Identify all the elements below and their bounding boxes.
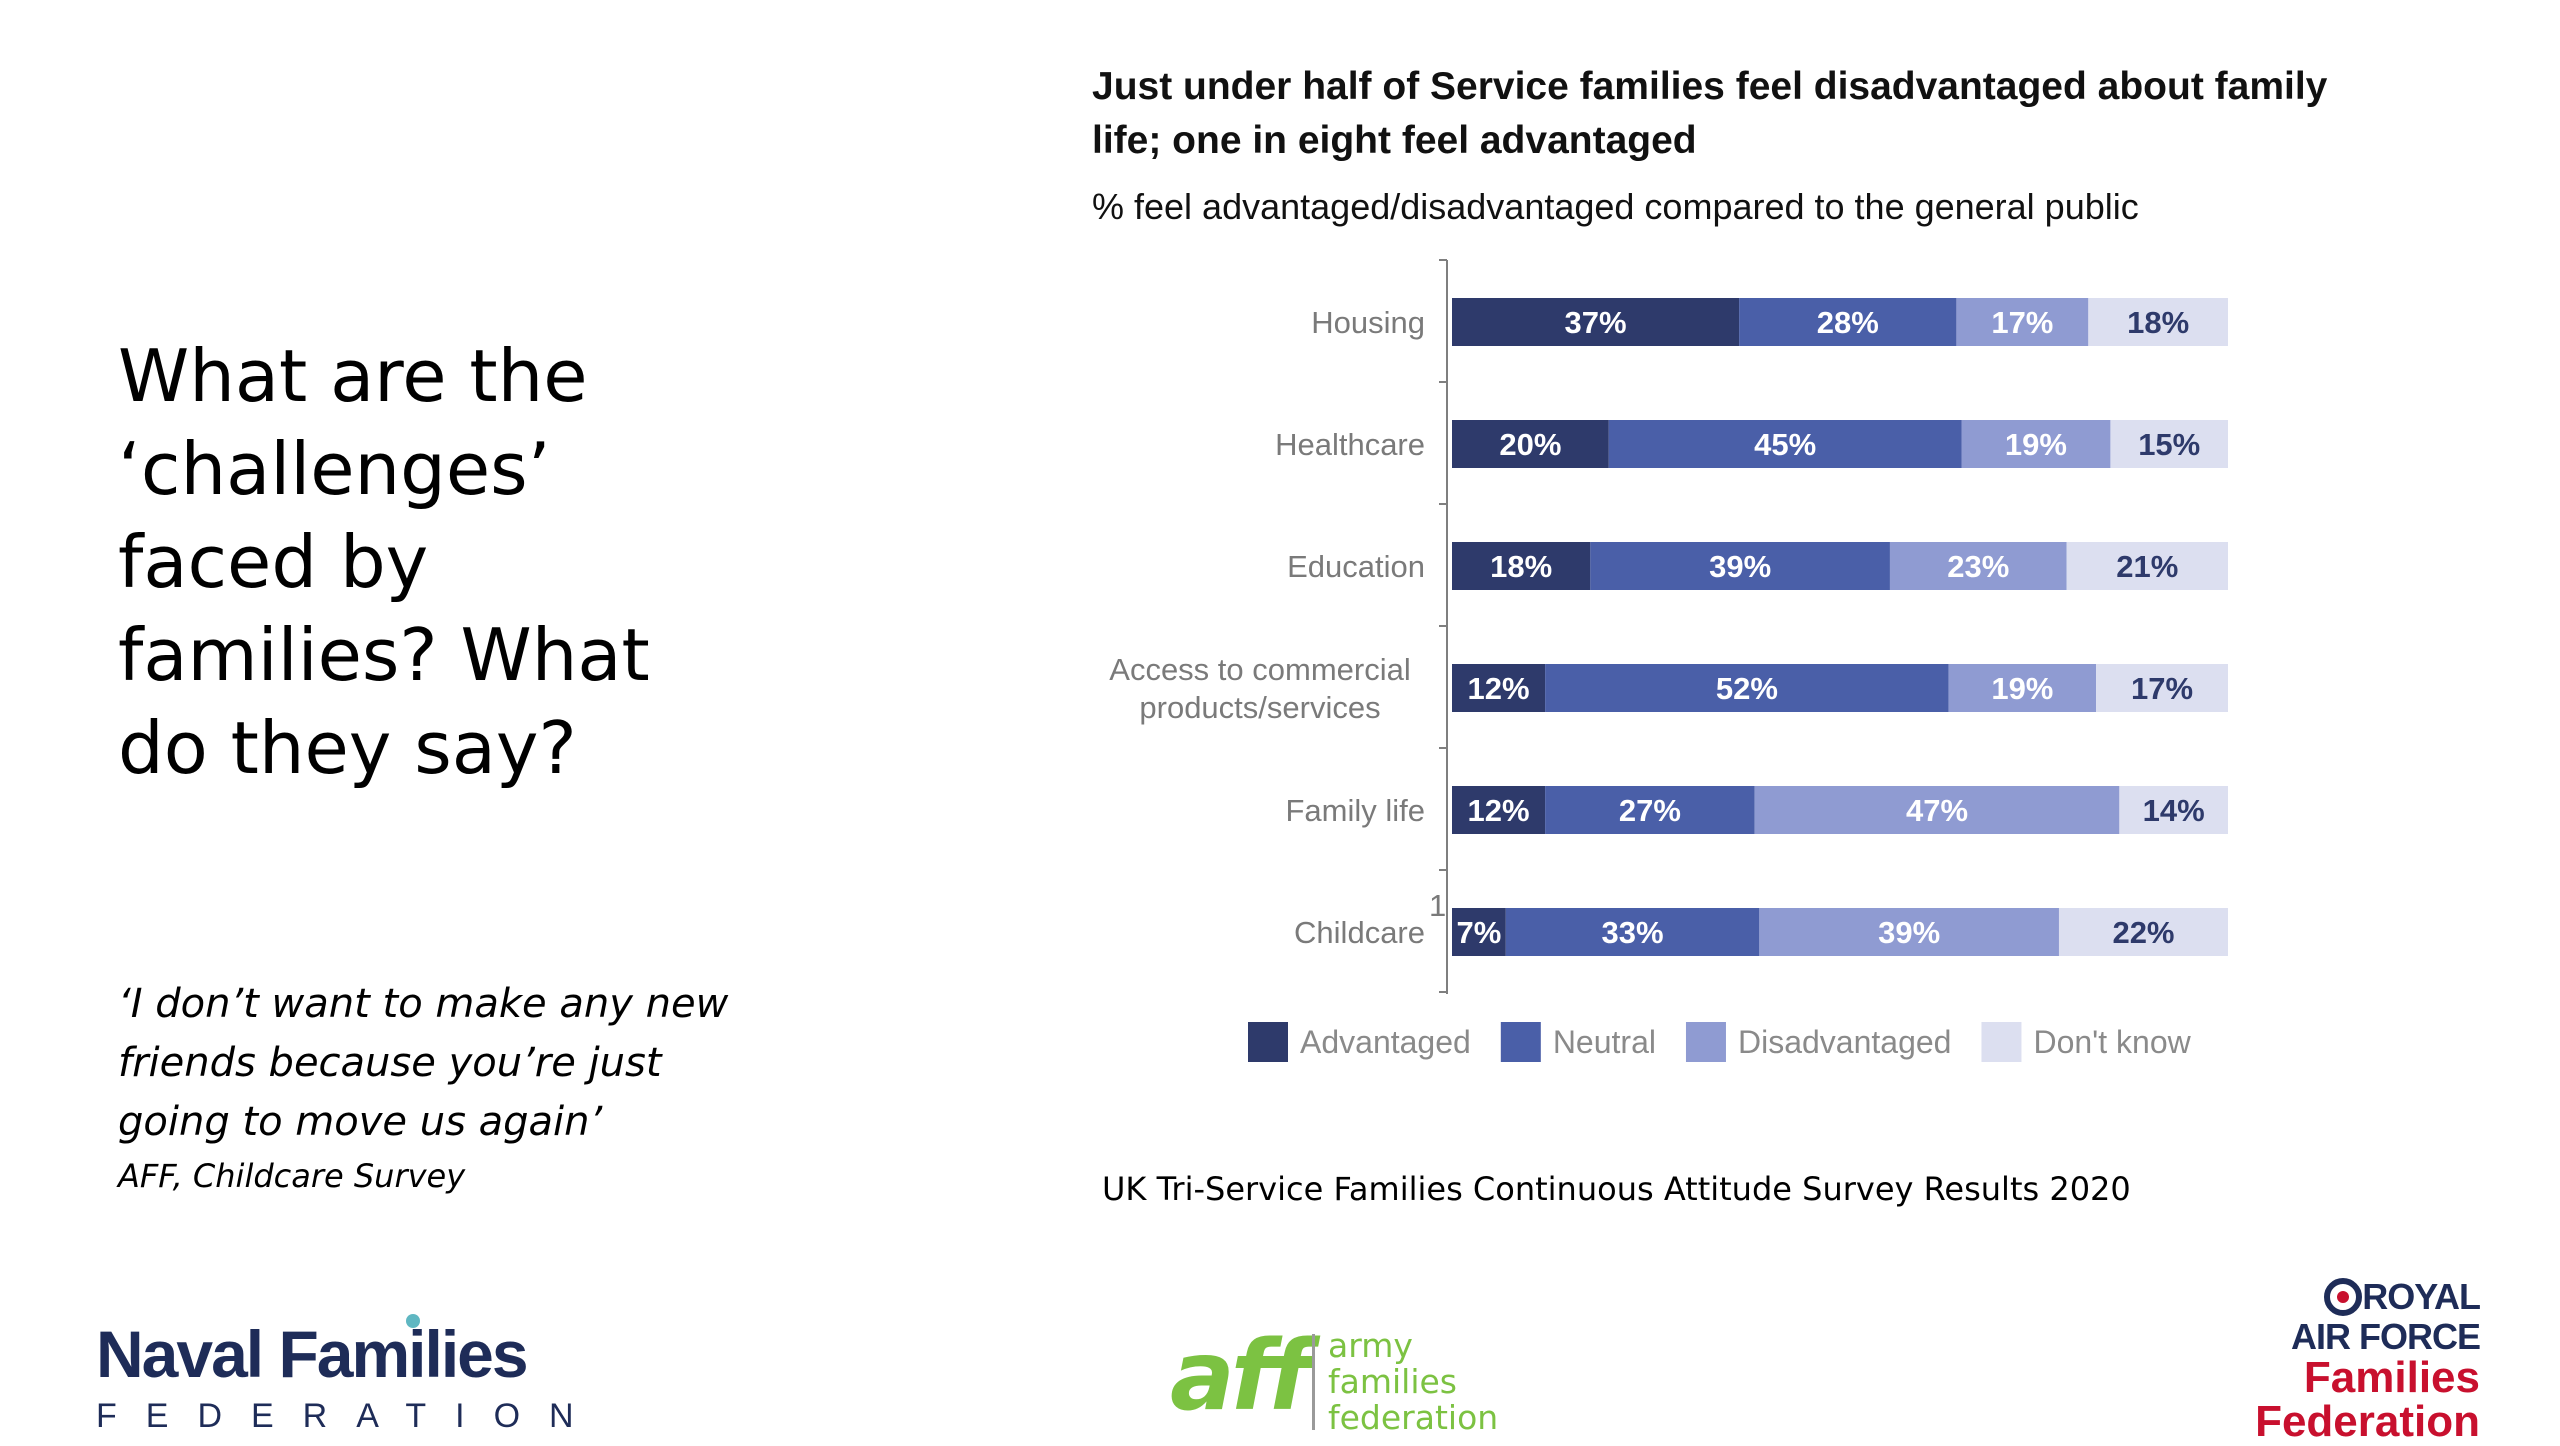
raf-logo-federation: Federation <box>2255 1397 2480 1446</box>
raf-families-federation-logo: ROYAL AIR FORCE Families Federation <box>2240 1272 2481 1446</box>
naval-logo-main: Naval Families <box>96 1317 529 1391</box>
bar-segment <box>1452 420 1609 468</box>
data-label: 20% <box>1499 427 1561 462</box>
aff-logo-line: families <box>1328 1362 1457 1401</box>
bar-segment <box>2119 786 2228 834</box>
source-caption: UK Tri-Service Families Continuous Attit… <box>1102 1170 2131 1208</box>
aff-logo-divider <box>1312 1334 1315 1430</box>
bar-segment <box>1590 542 1890 590</box>
data-label: 27% <box>1619 793 1681 828</box>
data-label: 21% <box>2116 549 2178 584</box>
category-label: Housing <box>1311 305 1425 340</box>
category-label: Childcare <box>1294 915 1425 950</box>
naval-families-federation-logo: Naval Families FEDERATION <box>96 1314 603 1438</box>
legend-label: Don't know <box>2033 1024 2191 1060</box>
category-label-line: Housing <box>1311 305 1425 340</box>
data-label: 18% <box>1490 549 1552 584</box>
data-label: 47% <box>1906 793 1968 828</box>
category-label-line: Family life <box>1285 793 1425 828</box>
bar-segment <box>1545 786 1755 834</box>
data-label: 28% <box>1817 305 1879 340</box>
data-label: 7% <box>1456 915 1501 950</box>
legend-label: Neutral <box>1553 1024 1656 1060</box>
bar-segment <box>1452 786 1546 834</box>
bar-segment <box>1759 908 2059 956</box>
category-label-line: products/services <box>1139 690 1380 725</box>
category-footnote: 1 <box>1429 888 1446 923</box>
stacked-bar-chart: Housing 37% 28% 17% 18%Healthcare 20% 45% 19% 15… <box>1109 259 2228 1062</box>
logo-dot-icon <box>406 1314 420 1328</box>
data-label: 52% <box>1716 671 1778 706</box>
category-label-line: Access to commercial <box>1109 652 1410 687</box>
bar-segment <box>1545 664 1949 712</box>
category-label-line: Education <box>1287 549 1425 584</box>
legend-swatch <box>1500 1022 1541 1062</box>
bar-segment <box>2096 664 2228 712</box>
naval-logo-sub: FEDERATION <box>96 1397 603 1435</box>
data-label: 33% <box>1602 915 1664 950</box>
category-label: Healthcare <box>1275 427 1425 462</box>
data-label: 12% <box>1468 671 1530 706</box>
slide-question: What are the ‘challenges’ faced by famil… <box>118 334 650 790</box>
raf-logo-royal: ROYAL <box>2362 1276 2481 1317</box>
bar-segment <box>1948 664 2097 712</box>
bar-segment <box>1889 542 2067 590</box>
chart-subtitle: % feel advantaged/disadvantaged compared… <box>1092 186 2139 227</box>
category-label: Access to commercial products/services <box>1109 652 1410 725</box>
category-label: Family life <box>1285 793 1425 828</box>
bar-segment <box>2088 298 2228 346</box>
bar-segment <box>1754 786 2120 834</box>
data-label: 22% <box>2112 915 2174 950</box>
bar-segment <box>1961 420 2111 468</box>
bar-segment <box>2110 420 2228 468</box>
legend-swatch <box>1248 1022 1288 1062</box>
aff-logo-line: army <box>1328 1326 1413 1365</box>
data-label: 14% <box>2143 793 2205 828</box>
bar-segment <box>1739 298 1957 346</box>
data-label: 17% <box>1991 305 2053 340</box>
category-label: Education <box>1287 549 1425 584</box>
bar-segment <box>1505 908 1760 956</box>
army-families-federation-logo: aff army families federation <box>1170 1322 1530 1442</box>
data-label: 12% <box>1468 793 1530 828</box>
legend-swatch <box>1981 1022 2022 1062</box>
bar-segment <box>1608 420 1962 468</box>
legend-label: Disadvantaged <box>1738 1024 1951 1060</box>
bar-segment <box>1452 298 1740 346</box>
data-label: 19% <box>2005 427 2067 462</box>
aff-logo-words: army families federation <box>1328 1328 1498 1436</box>
aff-logo-mark: aff <box>1170 1320 1310 1432</box>
legend-swatch <box>1685 1022 1726 1062</box>
raf-logo-families: Families <box>2303 1353 2480 1402</box>
raf-logo-airforce: AIR FORCE <box>2291 1316 2481 1357</box>
aff-logo-line: federation <box>1328 1398 1499 1437</box>
family-quote: ‘I don’t want to make any new friends be… <box>118 981 729 1145</box>
category-label-line: Healthcare <box>1275 427 1425 462</box>
bar-segment <box>1452 908 1506 956</box>
chart-title: Just under half of Service families feel… <box>1092 65 2328 162</box>
quote-source: AFF, Childcare Survey <box>118 1157 466 1195</box>
bar-segment <box>2058 908 2228 956</box>
bar-segment <box>2066 542 2228 590</box>
data-label: 18% <box>2127 305 2189 340</box>
category-label-line: Childcare <box>1294 915 1425 950</box>
raf-roundel-icon <box>2324 1278 2362 1316</box>
bar-segment <box>1452 542 1591 590</box>
data-label: 23% <box>1947 549 2009 584</box>
data-label: 39% <box>1709 549 1771 584</box>
data-label: 37% <box>1565 305 1627 340</box>
data-label: 15% <box>2138 427 2200 462</box>
data-label: 45% <box>1754 427 1816 462</box>
bar-segment <box>1452 664 1546 712</box>
data-label: 19% <box>1991 671 2053 706</box>
bar-segment <box>1956 298 2089 346</box>
data-label: 39% <box>1878 915 1940 950</box>
data-label: 17% <box>2131 671 2193 706</box>
legend-label: Advantaged <box>1300 1024 1471 1060</box>
